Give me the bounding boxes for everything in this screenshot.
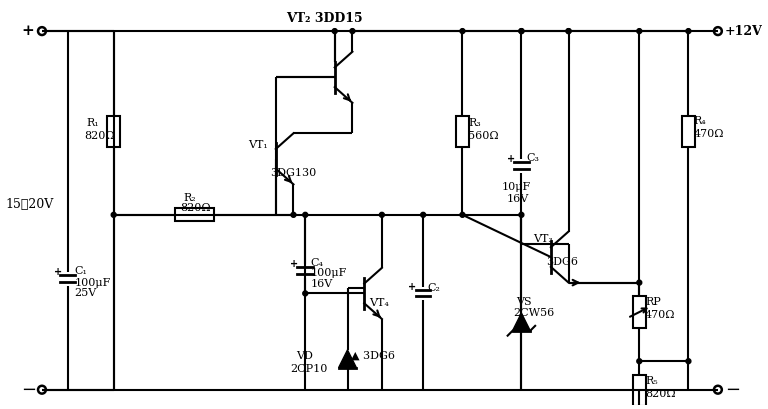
- Text: 3DG6: 3DG6: [546, 257, 578, 267]
- Text: C₁: C₁: [74, 266, 88, 276]
- Text: +: +: [290, 259, 299, 269]
- Polygon shape: [512, 313, 530, 331]
- Text: 3DG130: 3DG130: [270, 168, 316, 178]
- Text: −: −: [725, 381, 740, 399]
- Bar: [108, 116, 120, 147]
- Circle shape: [303, 291, 308, 296]
- Text: +: +: [507, 154, 515, 164]
- Circle shape: [566, 29, 571, 34]
- Circle shape: [111, 212, 116, 217]
- Text: C₃: C₃: [526, 153, 539, 163]
- Circle shape: [460, 29, 465, 34]
- Text: 2CW56: 2CW56: [514, 308, 554, 318]
- Polygon shape: [339, 350, 356, 368]
- Circle shape: [350, 29, 355, 34]
- Text: R₁: R₁: [86, 119, 99, 128]
- Text: 2CP10: 2CP10: [290, 364, 328, 373]
- Text: RP: RP: [645, 297, 661, 307]
- Circle shape: [421, 212, 425, 217]
- Text: VT₂ 3DD15: VT₂ 3DD15: [286, 12, 362, 25]
- Bar: [682, 116, 695, 147]
- Text: VD: VD: [296, 351, 313, 361]
- Bar: [456, 116, 468, 147]
- Text: C₄: C₄: [310, 258, 323, 268]
- Text: 15～20V: 15～20V: [5, 198, 54, 211]
- Text: +12V: +12V: [725, 25, 763, 38]
- Text: R₂: R₂: [183, 193, 196, 203]
- Circle shape: [686, 29, 691, 34]
- Circle shape: [333, 29, 337, 34]
- Text: 820Ω: 820Ω: [645, 389, 676, 399]
- Text: 10μF: 10μF: [502, 182, 531, 192]
- Text: 560Ω: 560Ω: [468, 131, 499, 141]
- Circle shape: [686, 359, 691, 364]
- Text: 16V: 16V: [507, 194, 529, 204]
- Text: VS: VS: [517, 297, 532, 307]
- Text: 100μF: 100μF: [310, 268, 346, 278]
- Circle shape: [519, 29, 524, 34]
- Text: R₄: R₄: [694, 117, 706, 126]
- Circle shape: [637, 359, 642, 364]
- Text: C₂: C₂: [427, 283, 440, 294]
- Bar: [175, 209, 214, 221]
- Circle shape: [379, 212, 384, 217]
- Text: −: −: [21, 381, 36, 399]
- Text: 470Ω: 470Ω: [694, 129, 723, 139]
- Text: VT₃: VT₃: [533, 234, 553, 244]
- Text: 100μF: 100μF: [74, 278, 111, 288]
- Text: 470Ω: 470Ω: [645, 310, 676, 320]
- Text: VT₁: VT₁: [248, 140, 268, 150]
- Text: R₃: R₃: [468, 119, 481, 128]
- Text: +: +: [54, 267, 61, 277]
- Circle shape: [519, 212, 524, 217]
- Circle shape: [291, 212, 296, 217]
- Circle shape: [460, 212, 465, 217]
- Circle shape: [637, 280, 642, 285]
- Circle shape: [303, 212, 308, 217]
- Text: +: +: [22, 24, 35, 38]
- Text: 820Ω: 820Ω: [84, 131, 115, 141]
- Circle shape: [637, 29, 642, 34]
- Text: ▲ 3DG6: ▲ 3DG6: [352, 351, 396, 361]
- Bar: [633, 297, 646, 328]
- Text: 25V: 25V: [74, 288, 97, 299]
- Text: VT₄: VT₄: [369, 298, 389, 308]
- Text: R₅: R₅: [645, 376, 658, 386]
- Text: +: +: [409, 281, 416, 292]
- Circle shape: [566, 29, 571, 34]
- Text: 820Ω: 820Ω: [180, 203, 210, 213]
- Text: 16V: 16V: [310, 279, 333, 289]
- Circle shape: [519, 29, 524, 34]
- Bar: [633, 375, 646, 407]
